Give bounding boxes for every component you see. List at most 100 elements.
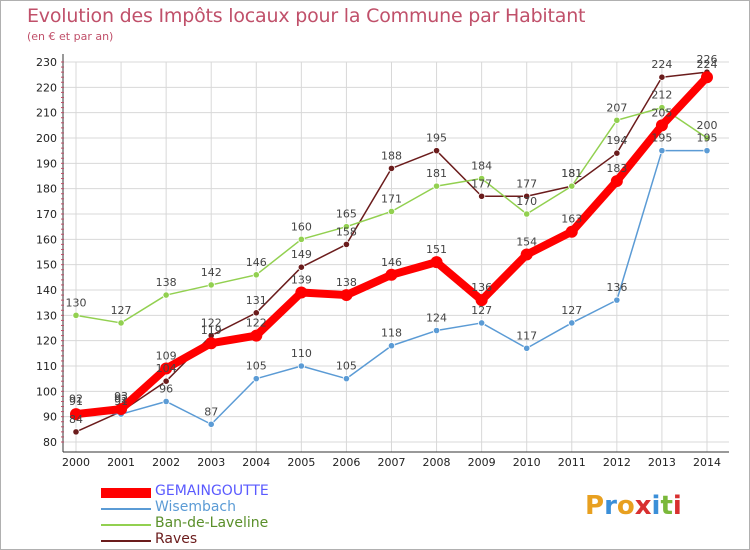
data-label: 184: [471, 160, 492, 173]
data-point: [523, 210, 531, 218]
data-label: 118: [381, 327, 402, 340]
data-point: [520, 248, 533, 261]
data-label: 200: [696, 119, 717, 132]
legend-swatch: [101, 540, 151, 542]
x-tick-label: 2012: [603, 456, 631, 469]
data-point: [703, 147, 711, 155]
data-point: [70, 408, 82, 421]
data-label: 212: [651, 89, 672, 102]
data-label: 142: [201, 266, 222, 279]
legend-label: GEMAINGOUTTE: [155, 483, 269, 499]
data-point: [613, 116, 621, 124]
data-point: [432, 147, 441, 155]
y-tick-label: 220: [36, 81, 57, 94]
x-tick-label: 2009: [468, 456, 496, 469]
data-label: 92: [114, 393, 128, 406]
data-point: [297, 362, 305, 370]
data-label: 165: [336, 208, 357, 221]
data-point: [565, 225, 578, 238]
x-tick-label: 2003: [197, 456, 225, 469]
data-label: 170: [516, 195, 537, 208]
data-label: 109: [156, 350, 177, 363]
data-label: 96: [159, 382, 173, 395]
data-point: [72, 428, 80, 436]
data-point: [385, 268, 398, 281]
legend-swatch: [101, 488, 151, 498]
data-label: 110: [291, 347, 312, 360]
y-tick-label: 130: [36, 309, 57, 322]
data-point: [207, 281, 215, 289]
y-tick-label: 110: [36, 360, 57, 373]
logo-letter: x: [634, 491, 652, 521]
logo-letter: o: [616, 491, 635, 521]
data-point: [658, 147, 666, 155]
data-label: 160: [291, 220, 312, 233]
data-point: [523, 192, 531, 200]
chart-subtitle: (en € et par an): [27, 30, 114, 43]
data-label: 177: [471, 177, 492, 190]
logo-letter: t: [660, 491, 673, 521]
data-point: [475, 294, 488, 307]
x-tick-label: 2006: [332, 456, 360, 469]
data-point: [297, 235, 305, 243]
data-point: [432, 182, 441, 190]
data-label: 105: [246, 360, 267, 373]
y-tick-label: 150: [36, 259, 57, 272]
data-label: 127: [111, 304, 132, 317]
data-label: 195: [651, 132, 672, 145]
data-label: 104: [156, 362, 177, 375]
data-label: 130: [66, 296, 87, 309]
y-tick-label: 210: [36, 107, 57, 120]
data-point: [655, 119, 668, 132]
data-label: 122: [201, 317, 222, 330]
data-point: [658, 73, 666, 81]
data-point: [523, 344, 531, 352]
data-label: 91: [114, 395, 128, 408]
data-point: [162, 377, 170, 385]
x-tick-label: 2007: [377, 456, 405, 469]
data-point: [658, 104, 666, 112]
data-point: [207, 420, 215, 428]
x-tick-label: 2001: [107, 456, 135, 469]
logo-letter: i: [672, 491, 682, 521]
logo-letter: i: [651, 491, 661, 521]
chart-title: Evolution des Impôts locaux pour la Comm…: [27, 5, 586, 27]
data-label: 91: [69, 395, 83, 408]
proxiti-logo: Proxiti: [585, 491, 682, 521]
data-label: 194: [606, 134, 627, 147]
data-label: 151: [426, 243, 447, 256]
data-label: 154: [516, 236, 537, 249]
x-tick-label: 2000: [62, 456, 90, 469]
data-label: 188: [381, 149, 402, 162]
y-tick-label: 140: [36, 284, 57, 297]
x-tick-label: 2002: [152, 456, 180, 469]
data-label: 181: [561, 167, 582, 180]
data-label: 195: [696, 132, 717, 145]
data-point: [703, 134, 711, 142]
data-label: 207: [606, 101, 627, 114]
data-point: [295, 286, 308, 299]
data-point: [430, 256, 443, 269]
y-tick-label: 90: [43, 411, 57, 424]
data-label: 181: [426, 167, 447, 180]
data-point: [478, 192, 486, 200]
data-point: [478, 174, 486, 183]
data-label: 224: [651, 58, 672, 71]
data-label: 127: [561, 304, 582, 317]
data-label: 87: [204, 405, 218, 418]
data-point: [340, 289, 353, 302]
data-point: [117, 319, 125, 327]
data-point: [478, 319, 486, 327]
data-point: [432, 326, 441, 335]
data-label: 146: [381, 256, 402, 269]
data-point: [387, 207, 396, 216]
data-point: [387, 342, 396, 350]
x-tick-label: 2011: [558, 456, 586, 469]
data-point: [160, 362, 173, 375]
data-point: [252, 375, 260, 383]
data-label: 122: [246, 317, 267, 330]
data-label: 136: [471, 281, 492, 294]
